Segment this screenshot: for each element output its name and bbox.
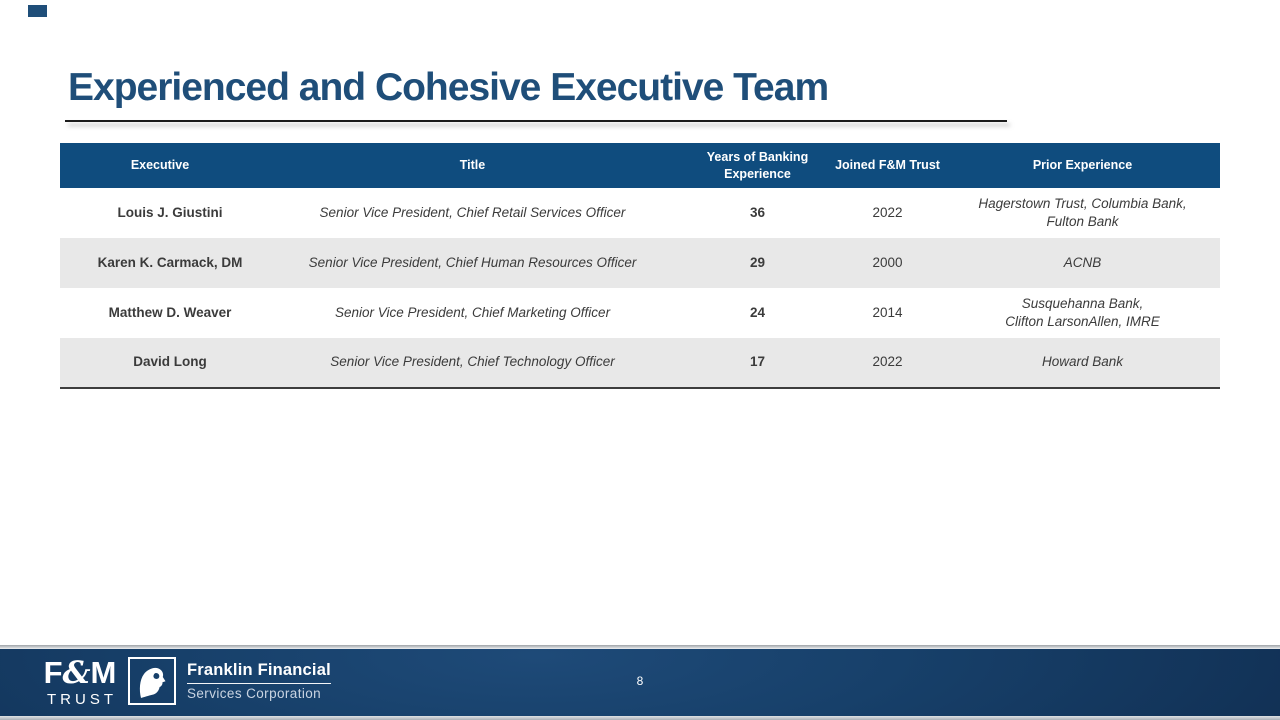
- joined-year: 2022: [872, 204, 903, 220]
- prior-experience: Hagerstown Trust, Columbia Bank, Fulton …: [978, 195, 1187, 229]
- footer-bottom-strip: [0, 716, 1280, 720]
- years-of-experience: 24: [749, 304, 766, 320]
- executive-name: Matthew D. Weaver: [108, 304, 232, 320]
- franklin-logo-text: Franklin Financial Services Corporation: [187, 661, 331, 701]
- executive-title: Senior Vice President, Chief Human Resou…: [308, 254, 637, 270]
- table-row: Karen K. Carmack, DM Senior Vice Preside…: [60, 238, 1220, 288]
- executive-title: Senior Vice President, Chief Marketing O…: [334, 304, 611, 320]
- table-header-row: Executive Title Years of Banking Experie…: [60, 143, 1220, 188]
- top-left-accent-dash: [28, 5, 47, 17]
- franklin-logo-name: Franklin Financial: [187, 661, 331, 684]
- footer-navy-band: F&M TRUST Franklin Financial Services Co…: [0, 649, 1280, 716]
- joined-year: 2014: [872, 304, 903, 320]
- column-header-title: Title: [260, 143, 685, 188]
- executive-name: Karen K. Carmack, DM: [97, 254, 243, 270]
- prior-experience: ACNB: [1063, 254, 1102, 270]
- column-header-executive: Executive: [60, 143, 260, 188]
- joined-year: 2022: [830, 338, 945, 389]
- page-title: Experienced and Cohesive Executive Team: [68, 66, 829, 109]
- executive-table: Executive Title Years of Banking Experie…: [60, 143, 1220, 389]
- franklin-financial-logo: Franklin Financial Services Corporation: [128, 657, 331, 705]
- joined-year: 2000: [872, 254, 903, 270]
- executive-title: Senior Vice President, Chief Retail Serv…: [319, 204, 626, 220]
- executive-name: David Long: [60, 338, 260, 389]
- prior-experience: Howard Bank: [945, 338, 1220, 389]
- footer-band: F&M TRUST Franklin Financial Services Co…: [0, 645, 1280, 720]
- prior-experience: Susquehanna Bank, Clifton LarsonAllen, I…: [1005, 295, 1160, 329]
- table-row: David Long Senior Vice President, Chief …: [60, 338, 1220, 389]
- fm-trust-logo-main: F&M: [43, 655, 117, 691]
- title-underline: [65, 120, 1007, 122]
- column-header-prior: Prior Experience: [945, 143, 1220, 188]
- fm-trust-logo: F&M TRUST: [34, 657, 126, 708]
- years-of-experience: 29: [749, 254, 766, 270]
- fm-trust-logo-sub: TRUST: [47, 691, 117, 708]
- table-row: Matthew D. Weaver Senior Vice President,…: [60, 288, 1220, 338]
- executive-name: Louis J. Giustini: [117, 204, 223, 220]
- years-of-experience: 36: [749, 204, 766, 220]
- column-header-joined: Joined F&M Trust: [830, 143, 945, 188]
- ampersand-glyph: &: [62, 655, 91, 691]
- years-of-experience: 17: [685, 338, 830, 389]
- page-number: 8: [636, 674, 644, 688]
- column-header-years: Years of Banking Experience: [685, 143, 830, 188]
- table-row: Louis J. Giustini Senior Vice President,…: [60, 188, 1220, 238]
- franklin-profile-icon: [128, 657, 176, 705]
- franklin-logo-subtitle: Services Corporation: [187, 686, 322, 701]
- executive-title: Senior Vice President, Chief Technology …: [260, 338, 685, 389]
- footer-top-strip: [0, 645, 1280, 649]
